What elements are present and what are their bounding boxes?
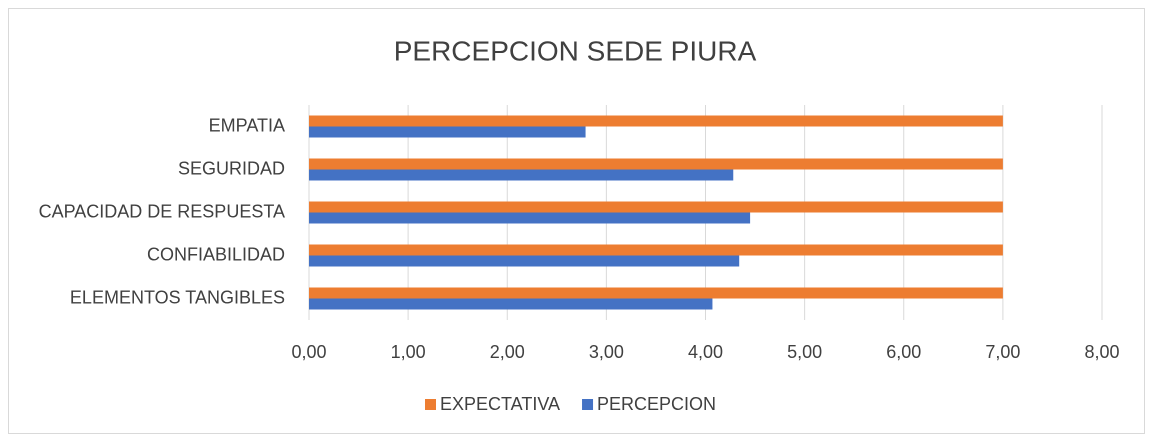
bar: [309, 126, 586, 138]
x-tick-label: 5,00: [787, 342, 822, 362]
bar: [309, 244, 1003, 256]
legend-label: EXPECTATIVA: [440, 394, 560, 414]
bar: [309, 212, 751, 224]
x-tick-label: 4,00: [688, 342, 723, 362]
chart-title: PERCEPCION SEDE PIURA: [394, 35, 757, 66]
y-tick-label: EMPATIA: [209, 115, 285, 135]
legend-label: PERCEPCION: [597, 394, 716, 414]
bar: [309, 201, 1003, 213]
x-tick-label: 3,00: [589, 342, 624, 362]
y-tick-label: SEGURIDAD: [178, 158, 285, 178]
bar: [309, 298, 713, 310]
x-tick-label: 0,00: [291, 342, 326, 362]
x-tick-label: 6,00: [886, 342, 921, 362]
legend-swatch: [582, 399, 594, 410]
y-tick-label: CONFIABILIDAD: [147, 244, 285, 264]
x-tick-label: 7,00: [985, 342, 1020, 362]
x-tick-label: 1,00: [391, 342, 426, 362]
bar: [309, 287, 1003, 299]
x-tick-label: 8,00: [1084, 342, 1119, 362]
x-tick-label: 2,00: [490, 342, 525, 362]
bar: [309, 158, 1003, 170]
legend-swatch: [425, 399, 436, 410]
y-tick-label: CAPACIDAD DE RESPUESTA: [39, 201, 285, 221]
bar: [309, 169, 734, 181]
bar: [309, 255, 740, 267]
bar: [309, 115, 1003, 127]
y-tick-label: ELEMENTOS TANGIBLES: [70, 287, 285, 307]
